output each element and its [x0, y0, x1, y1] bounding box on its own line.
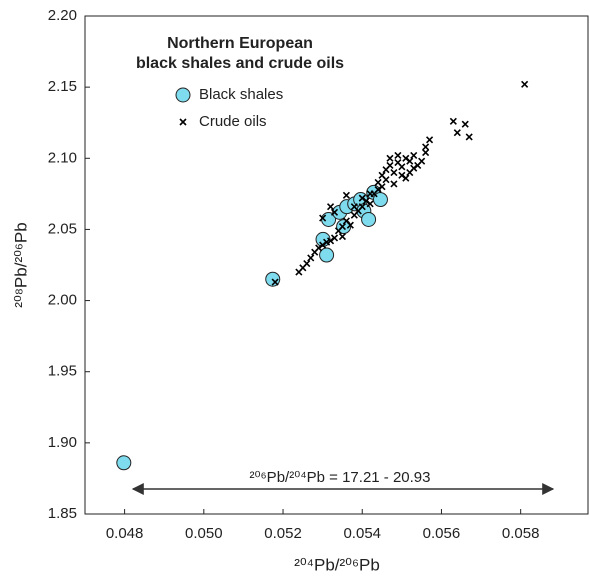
- point: [326, 203, 335, 211]
- point: [307, 254, 315, 262]
- point: [382, 176, 390, 184]
- y-tick-label: 2.05: [48, 220, 77, 237]
- point: [422, 149, 430, 157]
- x-tick-label: 0.048: [106, 525, 144, 542]
- legend-marker: [175, 87, 191, 103]
- y-tick-label: 2.10: [48, 149, 77, 166]
- point: [374, 178, 382, 187]
- x-tick-label: 0.058: [502, 525, 540, 542]
- point: [319, 214, 327, 222]
- point: [323, 238, 331, 246]
- point: [271, 278, 279, 286]
- legend-label: Black shales: [199, 86, 283, 103]
- point: [394, 151, 402, 160]
- point: [338, 223, 347, 231]
- x-tick-label: 0.052: [264, 525, 302, 542]
- point: [330, 208, 339, 216]
- point: [346, 221, 354, 229]
- plot-frame: [84, 15, 589, 515]
- point: [453, 129, 461, 137]
- point: [390, 180, 398, 188]
- point: [358, 194, 366, 202]
- y-tick-label: 2.15: [48, 78, 77, 95]
- point: [390, 168, 398, 177]
- y-tick-label: 1.85: [48, 505, 77, 522]
- legend-marker: [179, 118, 187, 126]
- point: [116, 455, 132, 471]
- point: [366, 200, 374, 208]
- legend-label: Crude oils: [199, 113, 267, 130]
- point: [358, 203, 366, 211]
- point: [406, 157, 414, 165]
- point: [338, 232, 347, 241]
- y-tick-label: 2.00: [48, 292, 77, 309]
- y-axis-label: ²⁰⁸Pb/²⁰⁶Pb: [11, 222, 30, 307]
- point: [521, 80, 529, 88]
- y-tick-label: 1.90: [48, 434, 77, 451]
- point: [461, 120, 469, 128]
- chart-title: black shales and crude oils: [136, 55, 344, 72]
- point: [366, 190, 374, 198]
- x-axis-label: ²⁰⁴Pb/²⁰⁶Pb: [294, 555, 380, 574]
- x-tick-label: 0.054: [343, 525, 381, 542]
- x-tick-label: 0.056: [423, 525, 461, 542]
- point: [350, 203, 358, 211]
- x-tick-label: 0.050: [185, 525, 223, 542]
- point: [398, 163, 406, 171]
- y-tick-label: 1.95: [48, 363, 77, 380]
- point: [342, 191, 350, 199]
- point: [303, 260, 311, 268]
- point: [361, 211, 377, 227]
- point: [402, 174, 410, 182]
- point: [422, 143, 430, 151]
- point: [418, 157, 426, 165]
- point: [465, 133, 473, 141]
- annotation: ²⁰⁶Pb/²⁰⁴Pb = 17.21 - 20.93: [250, 469, 431, 486]
- point: [449, 117, 457, 125]
- point: [426, 136, 434, 144]
- chart-title: Northern European: [167, 35, 313, 52]
- point: [319, 247, 335, 263]
- point: [386, 161, 394, 169]
- point: [410, 151, 418, 160]
- y-tick-label: 2.20: [48, 7, 77, 24]
- point: [330, 234, 339, 242]
- point: [386, 154, 394, 162]
